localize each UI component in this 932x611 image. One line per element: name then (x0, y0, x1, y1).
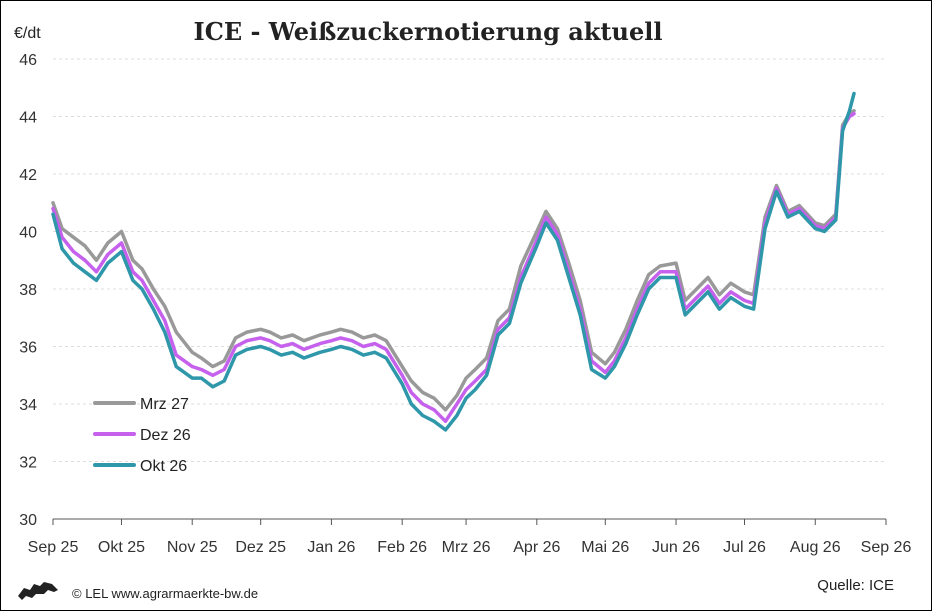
series-line (51, 111, 856, 424)
legend-label: Okt 26 (140, 458, 187, 475)
x-tick-label: Feb 26 (377, 539, 427, 556)
legend-label: Dez 26 (140, 427, 191, 444)
y-tick-label: 40 (19, 225, 37, 242)
series-lines (51, 91, 856, 432)
legend-label: Mrz 27 (140, 396, 189, 413)
y-tick-label: 46 (19, 52, 37, 69)
x-tick-label: Mrz 26 (442, 539, 491, 556)
legend: Mrz 27 Dez 26 Okt 26 (93, 396, 191, 475)
x-tick-label: Dez 25 (235, 539, 286, 556)
x-tick-label: Mai 26 (581, 539, 629, 556)
y-tick-label: 42 (19, 167, 37, 184)
chart-title: ICE - Weißzuckernotierung aktuell (194, 17, 663, 46)
x-tick-label: Sep 26 (861, 539, 912, 556)
x-tick-label: Apr 26 (513, 539, 560, 556)
x-tick-label: Jan 26 (307, 539, 355, 556)
grid (53, 58, 886, 462)
x-tick-label: Jul 26 (723, 539, 766, 556)
y-tick-label: 36 (19, 340, 37, 357)
x-tick-label: Nov 25 (167, 539, 218, 556)
y-axis-unit: €/dt (14, 25, 41, 42)
y-tick-label: 38 (19, 282, 37, 299)
y-tick-label: 32 (19, 455, 37, 472)
x-tick-label: Jun 26 (652, 539, 700, 556)
y-tick-label: 30 (19, 512, 37, 529)
x-axis-ticks: Sep 25 Okt 25 Nov 25 Dez 25 Jan 26 Feb 26 Mrz … (28, 519, 912, 556)
x-tick-label: Aug 26 (790, 539, 841, 556)
series-line (51, 91, 856, 432)
x-tick-label: Okt 25 (98, 539, 145, 556)
source-label: Quelle: ICE (817, 577, 894, 594)
y-tick-label: 44 (19, 110, 37, 127)
y-tick-label: 34 (19, 397, 37, 414)
lion-logo-icon (18, 582, 58, 600)
series-line (51, 108, 856, 412)
x-tick-label: Sep 25 (28, 539, 79, 556)
footer-credit: © LEL www.agrarmaerkte-bw.de (72, 586, 258, 601)
y-axis-ticks: 30 32 34 36 38 40 42 44 46 (19, 52, 37, 529)
